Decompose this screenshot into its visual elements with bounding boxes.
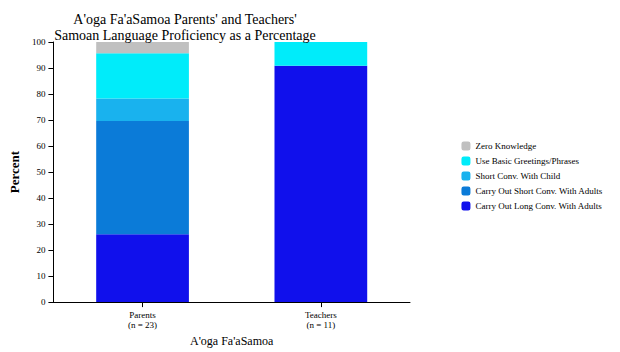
svg-text:(n = 23): (n = 23) (128, 320, 157, 330)
svg-text:40: 40 (36, 193, 46, 203)
svg-text:20: 20 (36, 245, 46, 255)
svg-text:0: 0 (41, 297, 46, 307)
svg-text:Teachers: Teachers (305, 310, 337, 320)
svg-text:Percent: Percent (7, 150, 22, 193)
svg-text:30: 30 (36, 219, 46, 229)
svg-text:Use Basic Greetings/Phrases: Use Basic Greetings/Phrases (475, 156, 579, 166)
svg-text:Carry Out Short Conv. With Adu: Carry Out Short Conv. With Adults (475, 186, 602, 196)
svg-text:100: 100 (32, 37, 46, 47)
svg-text:Samoan Language Proficiency as: Samoan Language Proficiency as a Percent… (54, 28, 316, 43)
svg-text:60: 60 (36, 141, 46, 151)
svg-text:A'oga Fa'aSamoa: A'oga Fa'aSamoa (190, 334, 274, 348)
svg-text:90: 90 (36, 63, 46, 73)
svg-text:Zero Knowledge: Zero Knowledge (475, 141, 536, 151)
svg-text:80: 80 (36, 89, 46, 99)
svg-text:(n = 11): (n = 11) (306, 320, 335, 330)
svg-text:50: 50 (36, 167, 46, 177)
svg-text:A'oga Fa'aSamoa Parents' and T: A'oga Fa'aSamoa Parents' and Teachers' (73, 12, 296, 27)
svg-text:Carry Out Long Conv. With Adul: Carry Out Long Conv. With Adults (475, 201, 602, 211)
svg-text:70: 70 (36, 115, 46, 125)
svg-text:Parents: Parents (129, 310, 156, 320)
svg-text:10: 10 (36, 271, 46, 281)
svg-text:Short Conv. With Child: Short Conv. With Child (475, 171, 560, 181)
